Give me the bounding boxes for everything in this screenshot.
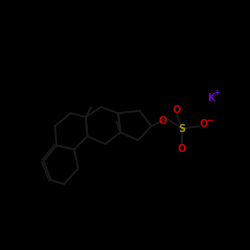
Text: O: O [159,116,167,126]
Text: +: + [214,88,220,97]
Text: −: − [206,116,213,124]
Text: K: K [207,93,214,103]
Text: O: O [200,119,208,129]
Text: S: S [178,124,186,134]
Text: O: O [178,144,186,154]
Text: O: O [172,105,181,115]
